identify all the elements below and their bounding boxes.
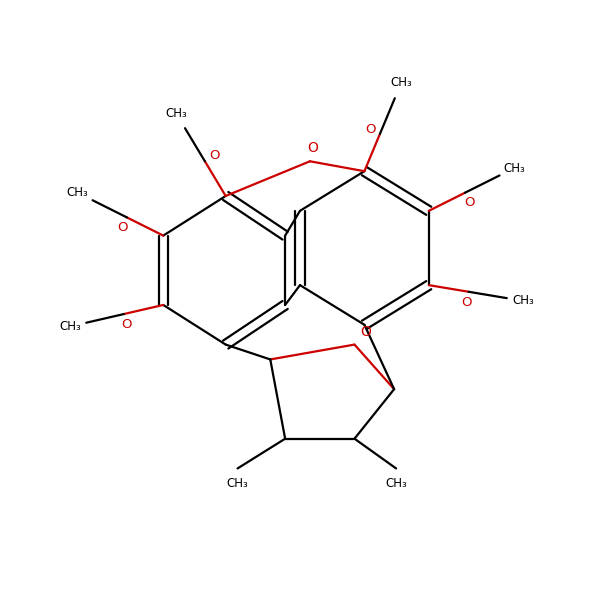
Text: O: O [461, 296, 472, 309]
Text: O: O [121, 318, 131, 331]
Text: CH₃: CH₃ [227, 478, 248, 490]
Text: O: O [365, 123, 376, 136]
Text: O: O [361, 325, 371, 338]
Text: CH₃: CH₃ [512, 295, 534, 307]
Text: CH₃: CH₃ [67, 187, 89, 199]
Text: O: O [307, 142, 319, 155]
Text: CH₃: CH₃ [503, 161, 525, 175]
Text: CH₃: CH₃ [385, 478, 407, 490]
Text: CH₃: CH₃ [59, 320, 81, 333]
Text: O: O [209, 149, 220, 163]
Text: O: O [117, 221, 128, 233]
Text: CH₃: CH₃ [391, 76, 412, 89]
Text: O: O [464, 196, 475, 209]
Text: CH₃: CH₃ [166, 107, 187, 121]
